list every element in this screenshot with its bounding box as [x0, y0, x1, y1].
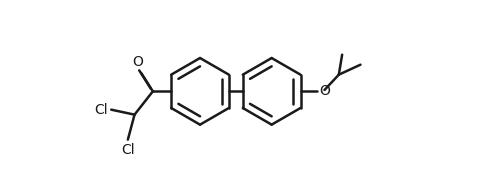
- Text: Cl: Cl: [121, 143, 134, 157]
- Text: O: O: [319, 84, 330, 98]
- Text: Cl: Cl: [94, 103, 108, 117]
- Text: O: O: [132, 55, 142, 69]
